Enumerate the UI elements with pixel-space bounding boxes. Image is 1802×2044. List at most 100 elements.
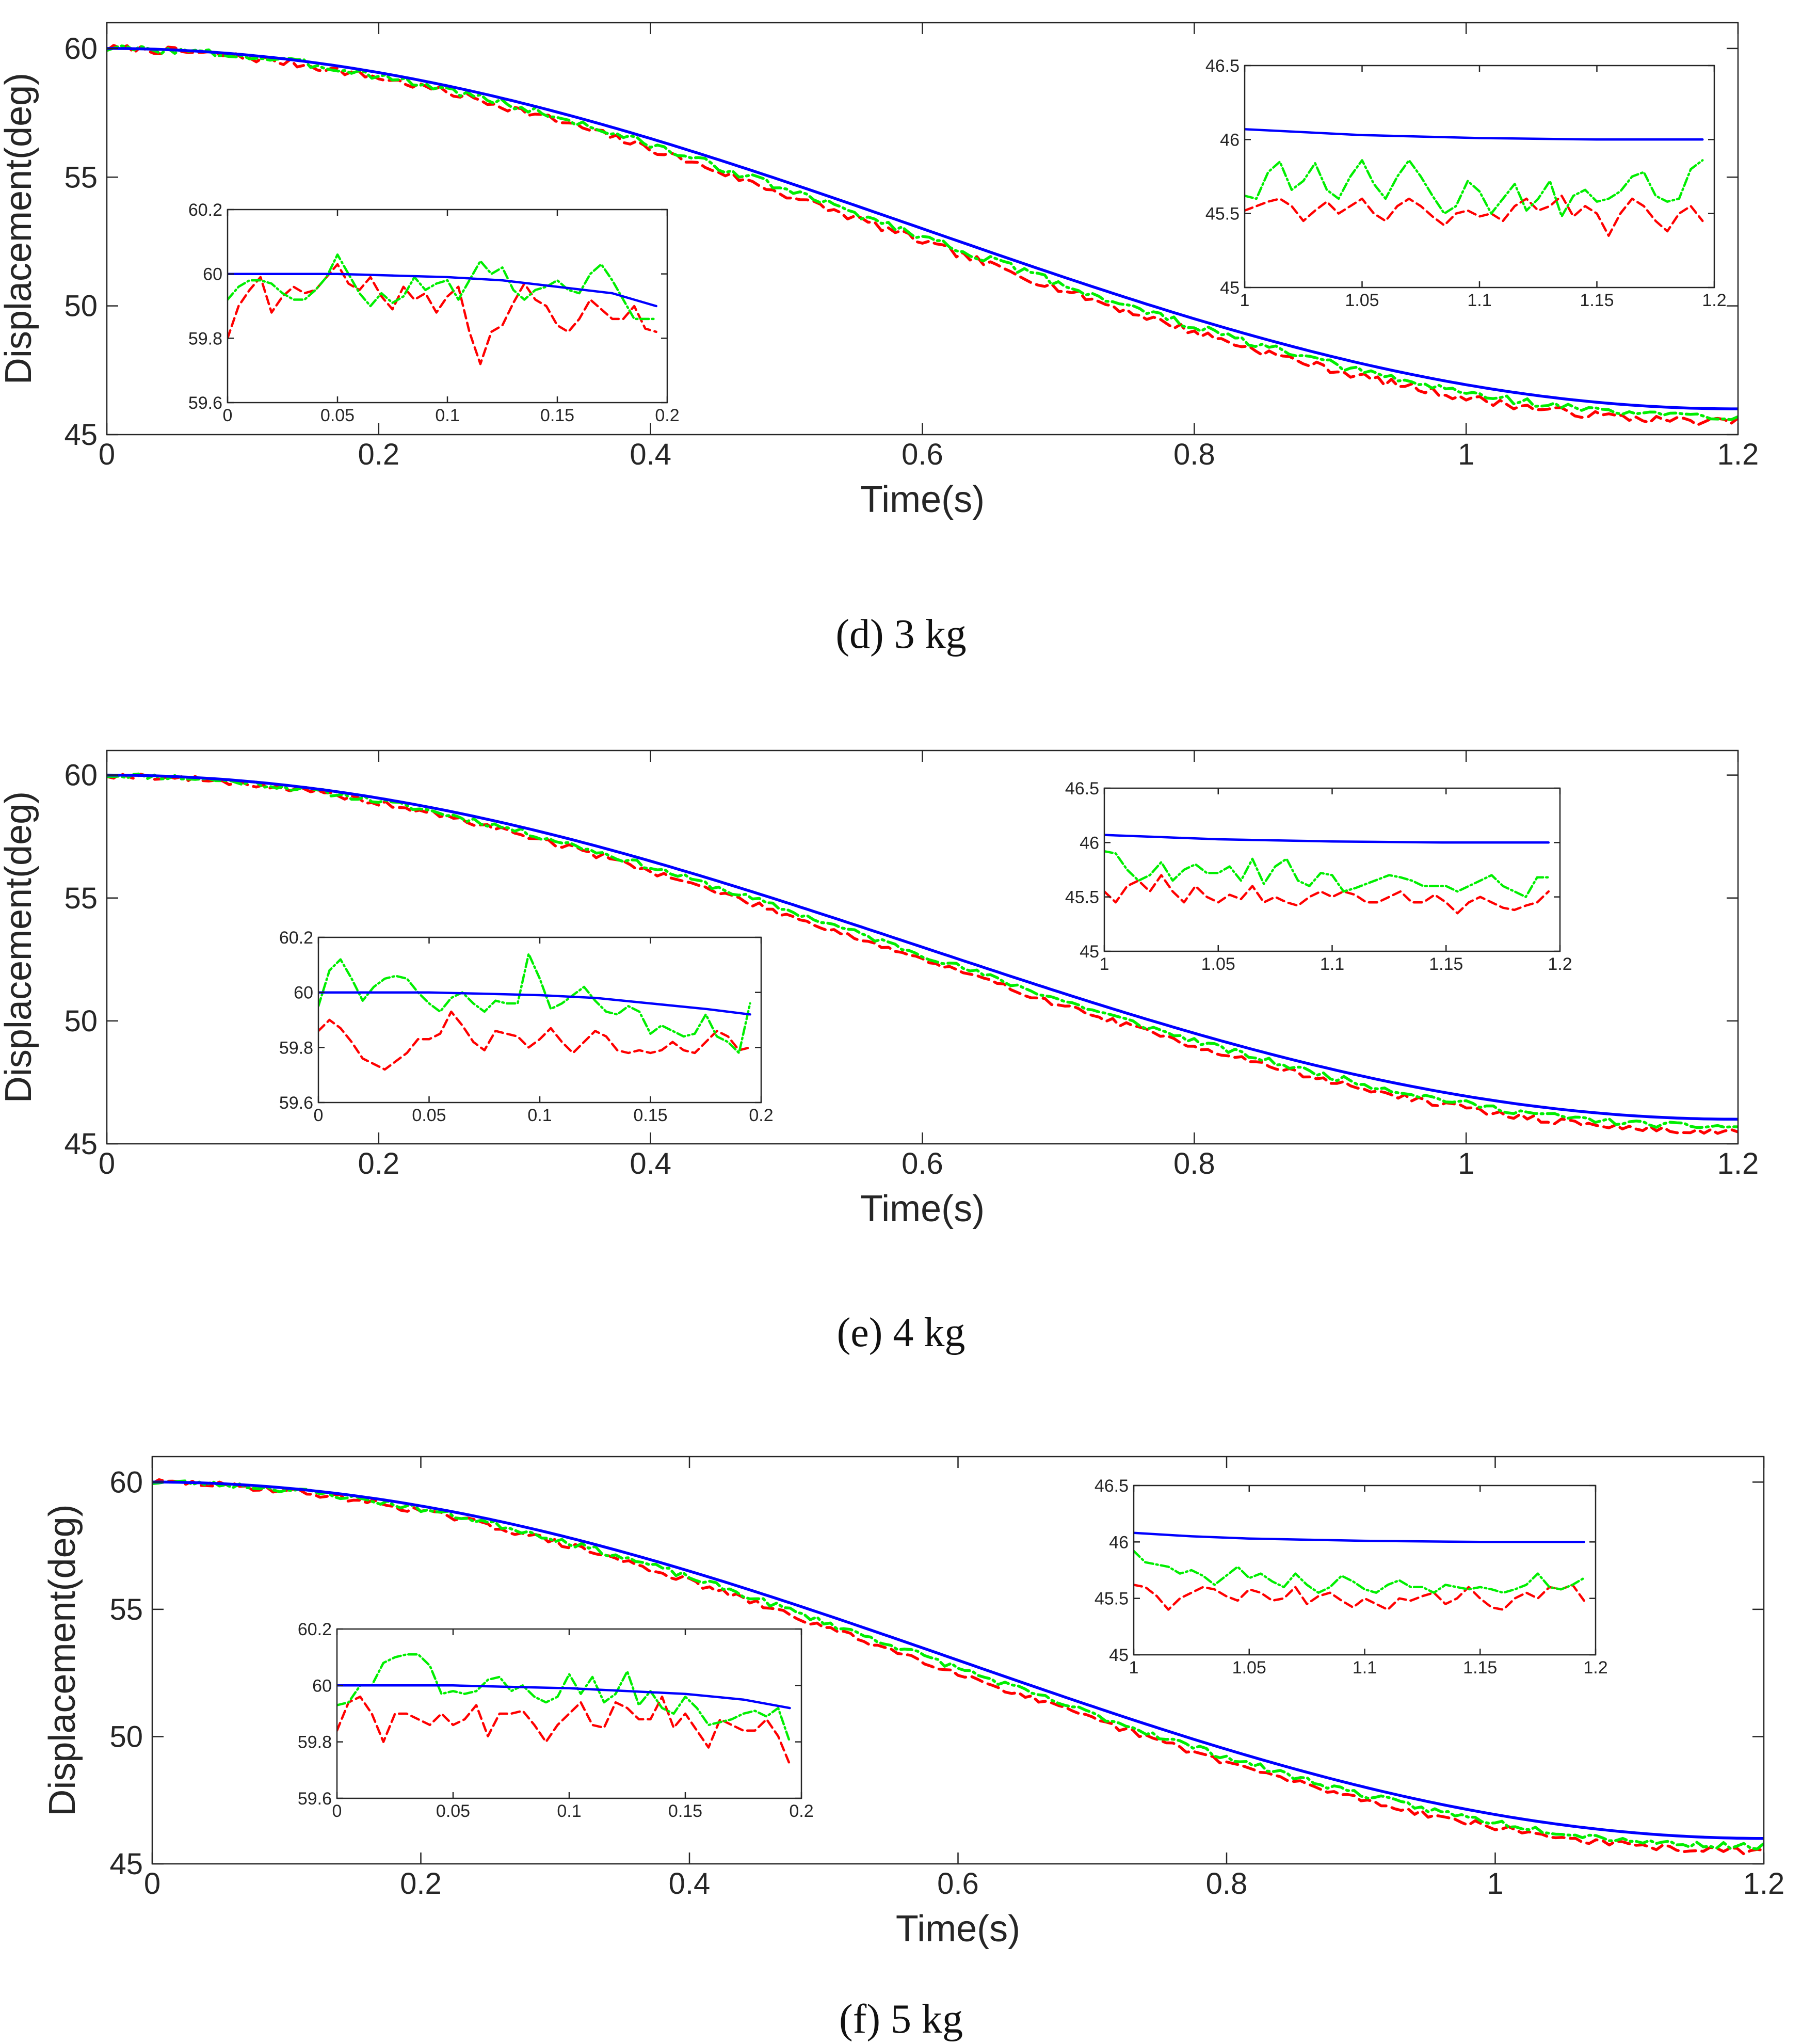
y-tick-label-inset-left: 59.8 xyxy=(279,1038,313,1058)
y-tick-label-inset-left: 60 xyxy=(203,265,222,284)
x-tick-label-inset-left: 0.1 xyxy=(527,1106,552,1125)
caption-d: (d) 3 kg xyxy=(835,612,966,657)
x-tick-label-inset-left: 0.1 xyxy=(557,1801,581,1821)
y-tick-label-inset-right: 45 xyxy=(1080,942,1099,962)
series-line-reference xyxy=(107,47,1738,410)
series-group-inset-right xyxy=(1134,1531,1585,1611)
x-tick-label-main: 0.4 xyxy=(669,1867,711,1901)
x-tick-label-main: 0.2 xyxy=(400,1867,442,1901)
x-tick-label-inset-right: 1.05 xyxy=(1345,291,1379,310)
chart-e-inset-right: 1 1.05 1.1 1.15 1.2 45 45.5 46 46.5 xyxy=(1065,779,1572,974)
y-tick-label-inset-right: 46 xyxy=(1220,130,1240,150)
series-line-dash_dot xyxy=(107,44,1738,421)
y-tick-label-inset-left: 59.6 xyxy=(188,393,222,413)
chart-d-inset-left: 0 0.05 0.1 0.15 0.2 59.6 59.8 60 60.2 xyxy=(188,200,680,425)
x-tick-label-inset-right: 1 xyxy=(1240,291,1250,310)
y-tick-label-inset-left: 59.6 xyxy=(279,1093,313,1113)
chart-f-inset-right: 1 1.05 1.1 1.15 1.2 45 45.5 46 46.5 xyxy=(1095,1476,1608,1678)
series-line-dashed xyxy=(1245,195,1704,237)
y-tick-label-main: 50 xyxy=(109,1720,143,1753)
y-axis-title: Displacement(deg) xyxy=(0,73,39,385)
x-tick-label-main: 1.2 xyxy=(1743,1867,1785,1901)
chart-e-inset-left: 0 0.05 0.1 0.15 0.2 59.6 59.8 60 60.2 xyxy=(279,928,774,1125)
y-axis-title: Displacement(deg) xyxy=(42,1504,83,1816)
x-tick-label-inset-right: 1.1 xyxy=(1320,954,1344,974)
y-tick-label-inset-left: 59.8 xyxy=(188,329,222,348)
series-group-inset-left xyxy=(318,952,751,1071)
y-tick-label-main: 45 xyxy=(64,418,98,452)
x-tick-label-main: 0 xyxy=(99,1147,115,1180)
series-line-dashed xyxy=(337,1695,791,1766)
x-tick-label-inset-left: 0.2 xyxy=(655,406,679,425)
chart-d-inset-right: 1 1.05 1.1 1.15 1.2 45 45.5 46 46.5 xyxy=(1205,56,1727,310)
series-line-dashed xyxy=(107,772,1738,1135)
x-tick-label-inset-right: 1 xyxy=(1129,1658,1139,1678)
y-tick-label-main: 60 xyxy=(64,32,98,66)
y-tick-label-inset-right: 45.5 xyxy=(1205,204,1240,224)
series-line-reference xyxy=(228,273,657,308)
plot-area-inset-left xyxy=(228,210,667,403)
y-tick-label-main: 50 xyxy=(64,290,98,323)
y-tick-label-inset-right: 46.5 xyxy=(1205,56,1240,76)
y-tick-label-main: 50 xyxy=(64,1004,98,1038)
x-tick-label-main: 0.6 xyxy=(937,1867,979,1901)
x-tick-label-inset-left: 0.2 xyxy=(789,1801,813,1821)
y-tick-label-inset-left: 60.2 xyxy=(279,928,313,948)
series-group-main xyxy=(152,1478,1764,1856)
x-tick-label-inset-right: 1.2 xyxy=(1583,1658,1607,1678)
x-tick-label-inset-left: 0 xyxy=(314,1106,324,1125)
y-tick-label-inset-right: 46.5 xyxy=(1095,1476,1129,1496)
x-tick-label-main: 0.4 xyxy=(630,1147,671,1180)
x-tick-label-inset-left: 0 xyxy=(332,1801,342,1821)
x-tick-label-main: 0 xyxy=(144,1867,160,1901)
x-tick-label-inset-right: 1.05 xyxy=(1232,1658,1266,1678)
series-line-reference xyxy=(318,991,751,1016)
x-tick-label-main: 0.4 xyxy=(630,438,671,471)
x-tick-label-inset-right: 1.15 xyxy=(1580,291,1614,310)
series-line-dash_dot xyxy=(1134,1550,1585,1594)
y-tick-label-inset-right: 45.5 xyxy=(1095,1589,1129,1609)
x-axis-title: Time(s) xyxy=(896,1908,1020,1950)
y-tick-label-inset-right: 46.5 xyxy=(1065,779,1099,799)
x-tick-label-main: 1 xyxy=(1458,1147,1474,1180)
y-tick-label-main: 55 xyxy=(64,882,98,915)
x-tick-label-inset-left: 0.05 xyxy=(412,1106,446,1125)
x-tick-label-inset-left: 0.15 xyxy=(668,1801,702,1821)
series-line-dashed xyxy=(1104,874,1550,915)
series-line-dash_dot xyxy=(152,1479,1764,1851)
x-tick-label-inset-left: 0 xyxy=(223,406,233,425)
x-tick-label-inset-left: 0.2 xyxy=(749,1106,773,1125)
x-axis-title: Time(s) xyxy=(860,479,985,520)
x-tick-label-main: 0.8 xyxy=(1173,438,1215,471)
series-group-inset-right xyxy=(1245,128,1704,237)
y-tick-label-inset-right: 46 xyxy=(1080,833,1099,853)
x-tick-label-inset-right: 1 xyxy=(1100,954,1109,974)
y-tick-label-main: 60 xyxy=(109,1465,143,1499)
plots-layer: 0 0.2 0.4 0.6 0.8 1 1.2 45 50 55 60 Time(s) Displace… xyxy=(0,22,1785,1950)
caption-e: (e) 4 kg xyxy=(837,1310,966,1355)
x-tick-label-main: 0.2 xyxy=(358,438,400,471)
series-group-inset-right xyxy=(1104,834,1550,915)
y-tick-label-main: 55 xyxy=(64,161,98,194)
y-tick-label-inset-right: 45 xyxy=(1109,1646,1129,1665)
plot-area-inset-right xyxy=(1245,66,1714,288)
series-line-dash_dot xyxy=(107,772,1738,1129)
series-line-dash_dot xyxy=(1245,159,1704,218)
plot-area-inset-right xyxy=(1134,1486,1596,1655)
x-tick-label-main: 1 xyxy=(1458,438,1474,471)
y-tick-label-inset-left: 60.2 xyxy=(298,1620,332,1639)
chart-f-inset-left: 0 0.05 0.1 0.15 0.2 59.6 59.8 60 60.2 xyxy=(298,1620,814,1821)
x-tick-label-inset-right: 1.15 xyxy=(1463,1658,1497,1678)
x-tick-label-main: 1 xyxy=(1487,1867,1503,1901)
series-group-inset-left xyxy=(228,253,657,365)
y-tick-label-inset-right: 46 xyxy=(1109,1532,1129,1552)
plot-area-inset-left xyxy=(337,1629,801,1798)
series-line-dash_dot xyxy=(318,952,751,1055)
x-tick-label-inset-right: 1.15 xyxy=(1429,954,1463,974)
series-line-reference xyxy=(1104,834,1550,844)
series-line-dashed xyxy=(107,44,1738,427)
x-tick-label-main: 0.8 xyxy=(1173,1147,1215,1180)
y-tick-label-inset-left: 60 xyxy=(312,1676,332,1696)
series-line-dashed xyxy=(228,263,657,365)
x-tick-label-inset-right: 1.2 xyxy=(1702,291,1726,310)
